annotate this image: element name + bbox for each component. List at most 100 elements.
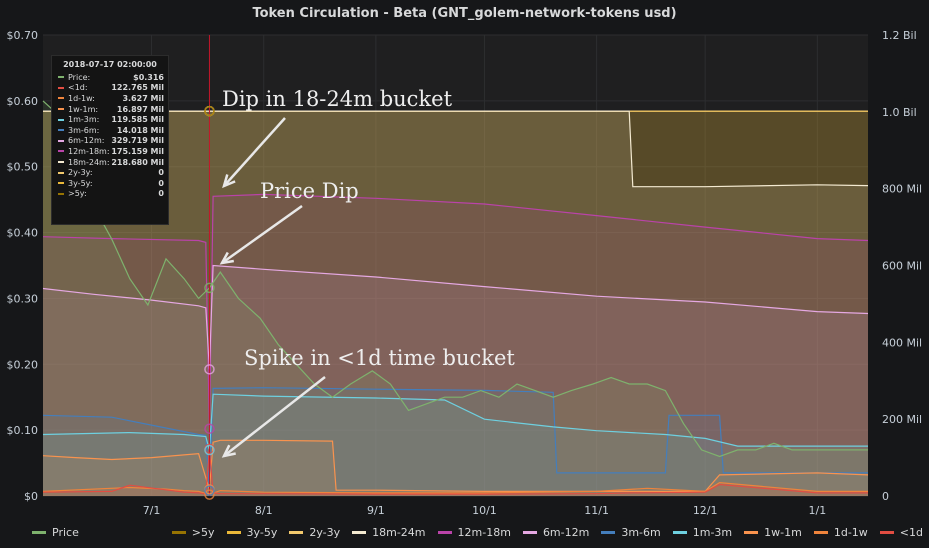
y-right-tick-label: 200 Mil [882,413,922,426]
tooltip-series-name: 3y-5y: [68,178,93,188]
hover-point [204,282,215,294]
tooltip-series-name: 3m-6m: [68,125,100,135]
legend-item[interactable]: 1w-1m [744,526,802,539]
hover-point [204,485,215,496]
legend-item[interactable]: 1m-3m [672,526,733,539]
tooltip-series-value: 3.627 Mil [122,93,164,103]
series-area-1m-3m [43,394,868,496]
legend-item[interactable]: Price [32,526,79,539]
tooltip-row: 3y-5y: 0 [52,178,168,189]
tooltip-row: Price: $0.316 [52,72,168,83]
legend-item[interactable]: 3y-5y [226,526,277,539]
hover-point [204,489,215,500]
tooltip-series-name: 18m-24m: [68,157,110,167]
series-line-1m-3m[interactable] [42,393,868,451]
series-area-12m-18m [43,194,868,496]
hover-point [204,444,215,456]
y-right-tick-label: 800 Mil [882,183,922,196]
y-left-tick-label: $0.70 [7,29,39,42]
legend-item[interactable]: 2y-3y [289,526,340,539]
legend-item[interactable]: 18m-24m [352,526,426,539]
legend-item[interactable]: 12m-18m [437,526,511,539]
legend-item[interactable]: >5y [171,526,215,539]
tooltip-series-name: 6m-12m: [68,136,105,146]
tooltip-swatch [58,161,64,164]
legend-item[interactable]: 6m-12m [522,526,589,539]
series-area--5y [43,111,868,496]
y-left-tick-label: $0.40 [7,227,39,240]
tooltip-row: 1w-1m: 16.897 Mil [52,104,168,115]
series-area-1w-1m [43,440,868,496]
tooltip-swatch [58,182,64,185]
y-left-tick-label: $0.50 [7,161,39,174]
tooltip-swatch [58,171,64,174]
x-tick-label: 8/1 [255,504,273,517]
hover-point [204,364,215,375]
legend-swatch [744,531,759,534]
tooltip-swatch [58,86,64,89]
tooltip-row: 6m-12m: 329.719 Mil [52,136,168,147]
legend-label: 12m-18m [457,526,511,539]
annotation-arrowhead [222,174,236,189]
annotation-arrow [223,376,326,457]
tooltip-series-name: 1d-1w: [68,93,95,103]
x-tick-label: 12/1 [693,504,718,517]
series-area-2y-3y [43,111,868,496]
tooltip-series-name: 1m-3m: [68,115,100,125]
legend-right: >5y 3y-5y 2y-3y 18m-24m 12m-18m 6m-12m 3m-6m 1m… [160,526,923,539]
series-lines [42,100,869,496]
annotation-arrowhead [219,251,235,265]
y-left-tick-label: $0.20 [7,358,39,371]
legend-item[interactable]: 3m-6m [601,526,661,539]
series-line-3m-6m[interactable] [42,387,868,491]
legend-swatch [601,531,616,534]
tooltip-row: 18m-24m: 218.680 Mil [52,157,168,168]
tooltip-row: 12m-18m: 175.159 Mil [52,146,168,157]
legend-label: 2y-3y [309,526,341,539]
legend-swatch [171,531,186,534]
x-tick-label: 10/1 [472,504,497,517]
legend-left: Price [20,526,79,539]
series-line-1w-1m[interactable] [42,439,869,492]
tooltip-series-name: 1w-1m: [68,104,99,114]
tooltip-series-value: 0 [158,189,164,199]
series-line--1d[interactable] [42,448,868,495]
series-line-12m-18m[interactable] [42,193,869,429]
legend-item[interactable]: 1d-1w [813,526,868,539]
series-line-price[interactable] [42,100,868,458]
tooltip-series-value: 14.018 Mil [116,125,164,135]
series-line-18m-24m[interactable] [43,110,869,188]
annotation-label: Dip in 18-24m bucket [222,87,453,111]
tooltip-swatch [58,139,64,142]
legend-item[interactable]: <1d [879,526,923,539]
time-marker [204,35,215,500]
series-line-6m-12m[interactable] [42,264,869,370]
legend-label: 1m-3m [692,526,733,539]
y-left-tick-label: $0.60 [7,95,39,108]
legend-swatch [289,531,304,534]
annotation-arrow [223,117,286,187]
legend-label: 3m-6m [621,526,661,539]
tooltip-swatch [58,192,64,195]
tooltip-row: 1d-1w: 3.627 Mil [52,93,168,104]
y-left-tick-label: $0.30 [7,292,39,305]
tooltip-series-value: 175.159 Mil [111,146,164,156]
tooltip-swatch [58,76,64,79]
tooltip-time: 2018-07-17 02:00:00 [63,60,157,69]
legend-swatch [352,531,367,534]
hover-point [204,423,215,434]
series-line-1d-1w[interactable] [42,481,868,496]
legend-swatch [813,531,828,534]
hover-point [204,105,215,117]
legend-label: 1d-1w [833,526,868,539]
legend-swatch [672,531,687,534]
annotations: Dip in 18-24m bucket Price Dip Spike in <1… [219,87,515,458]
tooltip-series-value: 0 [158,178,164,188]
hover-tooltip: 2018-07-17 02:00:00 Price: $0.316 <1d: 122.… [51,55,169,225]
x-tick-label: 9/1 [367,504,385,517]
tooltip-row: 1m-3m: 119.585 Mil [52,114,168,125]
tooltip-series-value: 122.765 Mil [111,83,164,93]
tooltip-swatch [58,108,64,111]
tooltip-row: >5y: 0 [52,189,168,200]
